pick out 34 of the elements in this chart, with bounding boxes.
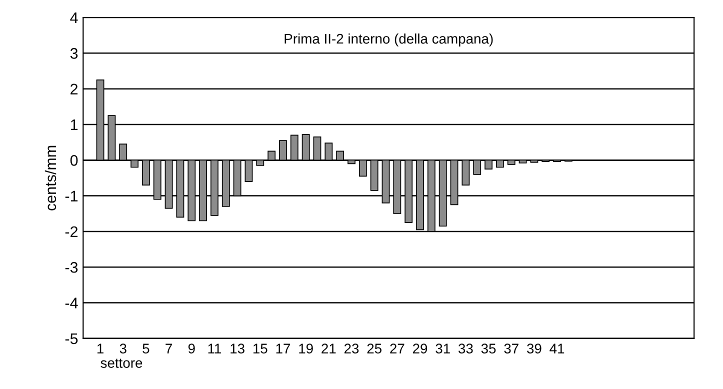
x-tick-label: 17 xyxy=(276,344,290,354)
x-axis-title: settore xyxy=(100,358,142,368)
x-tick-label: 19 xyxy=(299,344,313,354)
x-tick-label: 21 xyxy=(322,344,336,354)
x-tick-label: 39 xyxy=(527,344,542,354)
x-tick-label: 15 xyxy=(253,344,268,354)
y-tick-label: 0 xyxy=(70,155,78,166)
x-tick-label: 9 xyxy=(188,344,195,354)
x-tick-label: 13 xyxy=(230,344,244,354)
y-tick-label: -4 xyxy=(65,298,78,308)
y-tick-label: 4 xyxy=(70,12,78,24)
y-tick-label: -5 xyxy=(65,333,78,344)
y-tick-label: -3 xyxy=(65,262,78,273)
x-tick-label: 7 xyxy=(166,344,172,354)
y-tick-label: 1 xyxy=(70,120,78,130)
y-tick-label: 3 xyxy=(70,48,78,59)
y-tick-label: -1 xyxy=(65,190,78,202)
text: Prima II-2 interno (della campana) xyxy=(284,33,493,46)
x-tick-label: 5 xyxy=(142,344,150,354)
x-tick-label: 35 xyxy=(481,344,496,354)
y-tick-label: -2 xyxy=(65,226,78,237)
x-tick-label: 33 xyxy=(458,344,473,354)
x-tick-label: 37 xyxy=(504,344,518,354)
x-tick-label: 31 xyxy=(436,344,450,354)
x-tick-label: 25 xyxy=(367,344,382,354)
x-tick-label: 27 xyxy=(390,344,404,354)
x-tick-label: 29 xyxy=(412,344,428,354)
x-tick-label: 23 xyxy=(344,344,359,354)
x-tick-label: 3 xyxy=(120,344,126,354)
y-axis-title: cents/mm xyxy=(44,146,56,210)
x-tick-label: 11 xyxy=(208,344,222,354)
x-tick-label: 1 xyxy=(97,344,104,354)
x-tick-label: 41 xyxy=(550,344,564,354)
y-tick-label: 2 xyxy=(70,84,78,94)
